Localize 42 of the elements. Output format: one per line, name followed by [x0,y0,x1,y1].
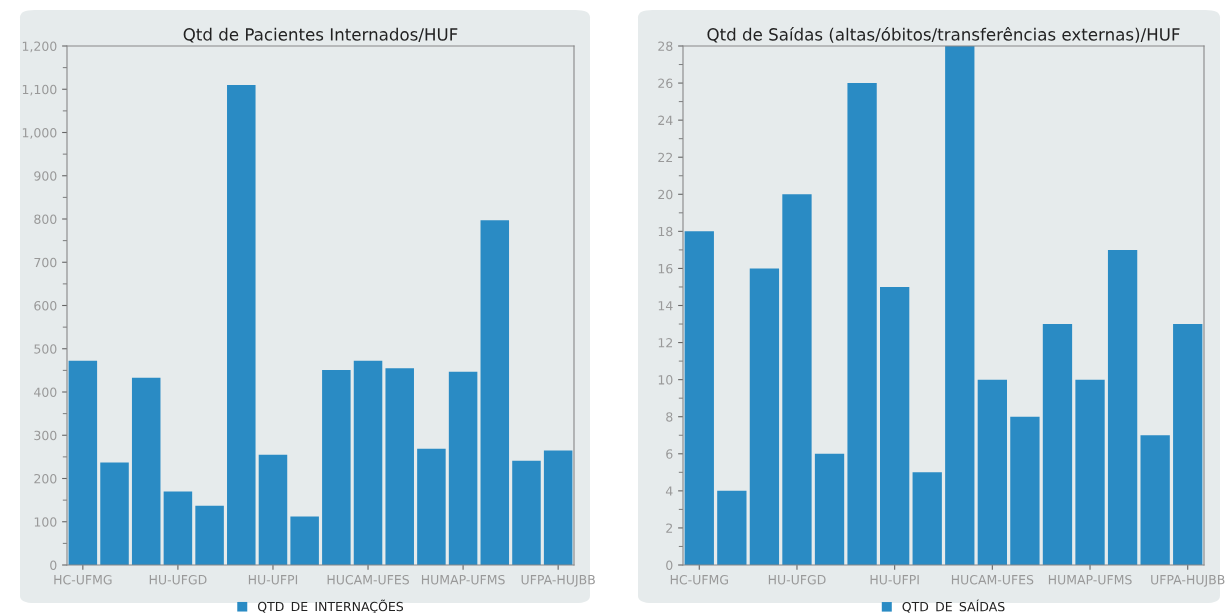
y-tick-label: 500 [34,344,57,354]
chart-title: Qtd de Saídas (altas/óbitos/transferências externas)/HUF [707,27,1180,43]
y-tick-label: 22 [658,152,673,162]
x-tick-label: HUCAM-UFES [951,574,1034,585]
y-tick-label: 20 [658,189,673,200]
x-tick-label: UFPA-HUJBB [521,575,595,587]
y-tick-label: 600 [34,300,57,311]
y-tick-label: 2 [666,523,673,533]
y-tick-label: 1,200 [22,41,57,53]
y-tick-label: 26 [658,78,673,88]
x-tick-label: HU-UFGD [149,574,207,585]
y-tick-label: 800 [34,214,57,224]
x-tick-label: HUMAP-UFMS [421,574,505,585]
x-tick-label: HU-UFGD [768,574,826,585]
x-tick-label: HU-UFPI [870,575,919,585]
y-tick-label: 0 [666,560,673,570]
y-tick-label: 16 [658,263,673,274]
x-tick-label: HUCAM-UFES [327,574,409,585]
y-tick-label: 700 [34,257,57,268]
y-tick-label: 300 [34,430,57,441]
y-tick-label: 8 [666,412,673,422]
y-tick-label: 28 [658,41,673,51]
x-tick-label: HC-UFMG [670,574,728,585]
y-tick-label: 900 [34,171,57,181]
y-tick-label: 6 [666,449,673,459]
y-tick-label: 12 [658,338,673,348]
y-tick-label: 1,100 [22,84,57,96]
y-tick-label: 400 [34,387,57,397]
y-tick-label: 100 [34,517,57,527]
y-tick-label: 14 [658,301,673,311]
y-tick-label: 4 [665,486,673,496]
y-tick-label: 24 [658,115,673,125]
x-tick-label: HC-UFMG [54,574,112,585]
chart-title: Qtd de Pacientes Internados/HUF [183,27,458,43]
x-tick-label: HUMAP-UFMS [1048,574,1132,585]
x-tick-label: UFPA-HUJBB [1151,575,1225,587]
y-tick-label: 0 [50,560,57,570]
y-tick-label: 10 [658,375,673,385]
x-tick-label: HU-UFPI [248,575,298,585]
y-tick-label: 18 [658,226,673,237]
y-tick-label: 200 [34,473,57,484]
y-tick-label: 1,000 [22,127,57,139]
